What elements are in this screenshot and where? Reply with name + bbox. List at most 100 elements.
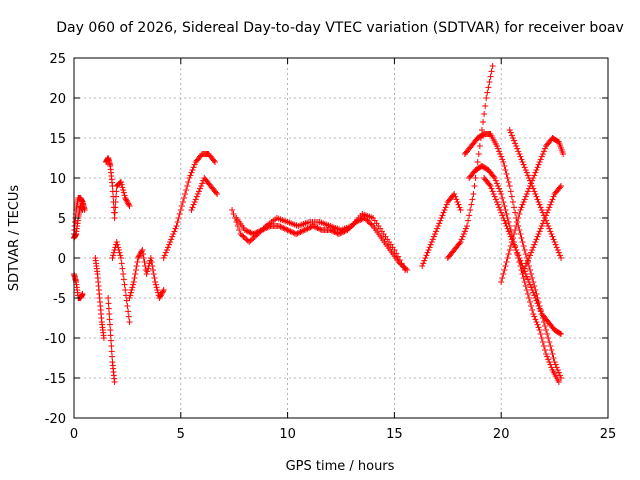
data-point — [528, 303, 535, 309]
data-point — [529, 183, 536, 189]
data-point — [333, 229, 340, 236]
data-point — [189, 167, 196, 173]
data-point — [253, 229, 260, 236]
data-point — [191, 161, 198, 168]
data-point — [195, 188, 202, 195]
data-point — [521, 164, 528, 171]
data-point — [489, 188, 496, 195]
data-point — [502, 167, 509, 173]
data-point — [118, 260, 125, 267]
data-point — [247, 229, 254, 236]
data-point — [106, 321, 113, 328]
data-point — [469, 196, 476, 203]
data-point — [169, 233, 176, 240]
data-point — [251, 230, 258, 237]
data-point — [488, 185, 495, 192]
data-point — [547, 228, 554, 235]
data-point — [534, 233, 541, 240]
data-point — [505, 228, 512, 235]
data-point — [249, 236, 255, 243]
x-tick-label: 10 — [279, 427, 296, 442]
data-point — [504, 225, 511, 232]
data-point — [135, 253, 142, 260]
data-point — [507, 243, 514, 249]
data-point — [175, 215, 182, 221]
data-point — [328, 227, 335, 234]
data-point — [541, 215, 548, 221]
data-point — [538, 335, 545, 341]
data-point — [192, 196, 199, 203]
data-point — [454, 199, 461, 205]
data-point — [541, 323, 548, 329]
data-point — [470, 191, 477, 197]
data-point — [439, 212, 446, 219]
series-arc-11 — [461, 131, 565, 381]
data-point — [518, 156, 525, 163]
data-point — [160, 255, 167, 261]
data-point — [499, 275, 506, 281]
data-point — [243, 227, 250, 234]
data-point — [172, 225, 179, 232]
data-point — [462, 225, 469, 232]
x-axis-title: GPS time / hours — [286, 459, 395, 474]
data-point — [355, 217, 362, 224]
data-point — [229, 207, 236, 213]
data-point — [487, 183, 494, 189]
data-point — [121, 192, 128, 199]
data-point — [121, 281, 128, 288]
data-point — [126, 319, 133, 325]
data-point — [111, 379, 118, 385]
data-point — [105, 300, 112, 307]
data-point — [243, 236, 250, 243]
x-tick-label: 20 — [493, 427, 510, 442]
data-point — [489, 63, 496, 69]
data-point — [498, 209, 505, 216]
data-point — [145, 265, 152, 272]
data-point — [551, 239, 558, 245]
data-point — [190, 201, 197, 208]
data-point — [472, 175, 479, 181]
data-point — [513, 247, 520, 253]
data-point — [500, 271, 507, 277]
data-point — [135, 255, 142, 261]
data-point — [525, 175, 532, 181]
data-point — [157, 293, 164, 300]
data-point — [474, 159, 481, 165]
data-point — [120, 187, 127, 193]
data-point — [516, 255, 523, 261]
data-point — [261, 225, 268, 232]
data-point — [558, 183, 565, 189]
data-point — [515, 148, 522, 155]
data-point — [364, 217, 371, 224]
data-point — [283, 226, 290, 233]
data-point — [519, 201, 526, 208]
data-point — [500, 199, 507, 205]
data-point — [529, 247, 536, 253]
data-point — [514, 145, 521, 152]
data-point — [509, 199, 516, 205]
data-point — [523, 287, 530, 293]
data-point — [125, 200, 132, 207]
data-point — [247, 237, 254, 244]
data-point — [522, 283, 529, 289]
data-point — [491, 175, 498, 181]
data-point — [505, 251, 512, 257]
data-point — [488, 68, 495, 75]
data-point — [115, 244, 122, 251]
data-point — [551, 359, 558, 365]
data-point — [509, 135, 516, 141]
data-point — [545, 207, 552, 213]
data-point — [188, 169, 195, 176]
data-point — [150, 267, 157, 273]
data-point — [553, 364, 560, 371]
data-point — [256, 228, 263, 235]
data-point — [365, 219, 372, 225]
data-point — [120, 271, 127, 277]
data-point — [190, 164, 197, 171]
data-point — [404, 267, 411, 273]
data-point — [485, 84, 492, 91]
data-point — [532, 191, 539, 197]
data-point — [139, 247, 146, 253]
data-point — [538, 207, 545, 213]
data-point — [442, 204, 449, 211]
